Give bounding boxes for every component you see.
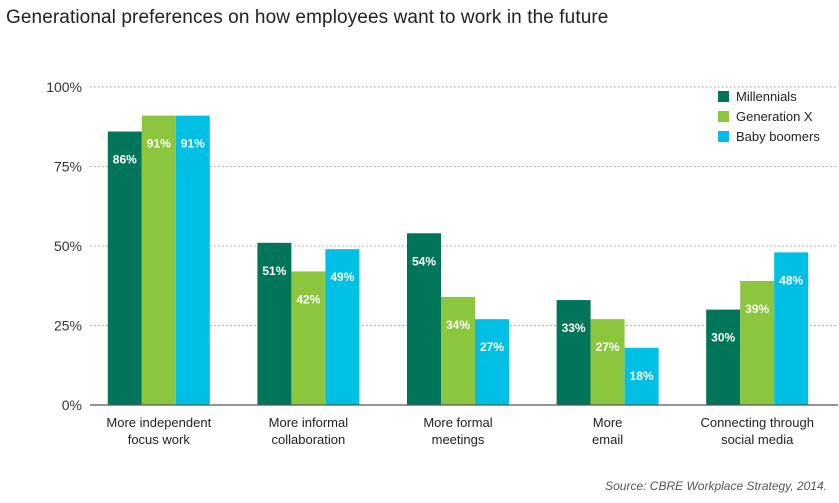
y-tick-label: 100% xyxy=(46,79,82,95)
bar-baby-boomers xyxy=(475,319,509,405)
legend-swatch xyxy=(718,131,729,142)
bar-baby-boomers xyxy=(624,347,659,405)
source-note: Source: CBRE Workplace Strategy, 2014. xyxy=(605,479,827,493)
chart-title: Generational preferences on how employee… xyxy=(6,7,609,28)
x-category-label: meetings xyxy=(432,432,485,447)
gridlines xyxy=(90,86,838,326)
y-tick-label: 75% xyxy=(54,159,82,175)
x-axis: More independent focus work More informal c… xyxy=(90,404,838,447)
x-category-label: email xyxy=(592,432,623,447)
legend-swatch xyxy=(718,91,729,102)
bar-value-label: 86% xyxy=(113,153,137,167)
bar-millennials xyxy=(107,131,142,405)
y-tick-label: 25% xyxy=(54,318,82,334)
bar-value-label: 91% xyxy=(181,137,205,151)
bar-value-label: 27% xyxy=(480,340,504,354)
bar-baby-boomers xyxy=(175,115,210,406)
y-tick-label: 0% xyxy=(62,397,82,413)
legend-label: Millennials xyxy=(736,89,797,104)
bar-value-label: 33% xyxy=(562,321,586,335)
bar-generation-x xyxy=(291,271,326,405)
bar-value-label: 54% xyxy=(412,254,436,268)
bar-generation-x xyxy=(590,319,625,405)
bar-value-label: 51% xyxy=(262,264,286,278)
legend-label: Generation X xyxy=(736,109,813,124)
x-category-label: More xyxy=(593,415,623,430)
bar-value-label: 39% xyxy=(745,302,769,316)
x-category-label: More informal xyxy=(269,415,349,430)
bar-value-label: 27% xyxy=(596,340,620,354)
bar-millennials xyxy=(257,242,292,405)
bar-generation-x xyxy=(141,115,176,406)
x-category-label: social media xyxy=(721,432,794,447)
bar-millennials xyxy=(556,300,591,405)
bar-generation-x xyxy=(740,280,775,405)
bar-baby-boomers xyxy=(774,252,809,405)
bar-value-label: 30% xyxy=(711,331,735,345)
x-category-label: More formal xyxy=(423,415,492,430)
bar-millennials xyxy=(407,233,441,405)
y-tick-label: 50% xyxy=(54,238,82,254)
bar-value-label: 49% xyxy=(330,270,354,284)
bar-value-label: 18% xyxy=(630,369,654,383)
legend-swatch xyxy=(718,111,729,122)
bar-generation-x xyxy=(441,296,475,405)
bar-value-label: 91% xyxy=(147,137,171,151)
bar-value-label: 34% xyxy=(446,318,470,332)
y-axis: 0% 25% 50% 75% 100% xyxy=(46,79,82,413)
bar-value-label: 42% xyxy=(296,292,320,306)
bars: 86% 91% 91% 51% 42% 49% 54% 34% 27% 33% 27% 18% 30% 3… xyxy=(107,115,809,406)
bar-baby-boomers xyxy=(325,249,360,405)
legend: Millennials Generation X Baby boomers xyxy=(718,89,820,144)
legend-label: Baby boomers xyxy=(736,129,820,144)
x-category-label: focus work xyxy=(128,432,191,447)
x-category-label: collaboration xyxy=(272,432,346,447)
bar-value-label: 48% xyxy=(779,273,803,287)
x-category-label: Connecting through xyxy=(700,415,813,430)
bar-millennials xyxy=(706,309,741,405)
x-category-label: More independent xyxy=(106,415,211,430)
